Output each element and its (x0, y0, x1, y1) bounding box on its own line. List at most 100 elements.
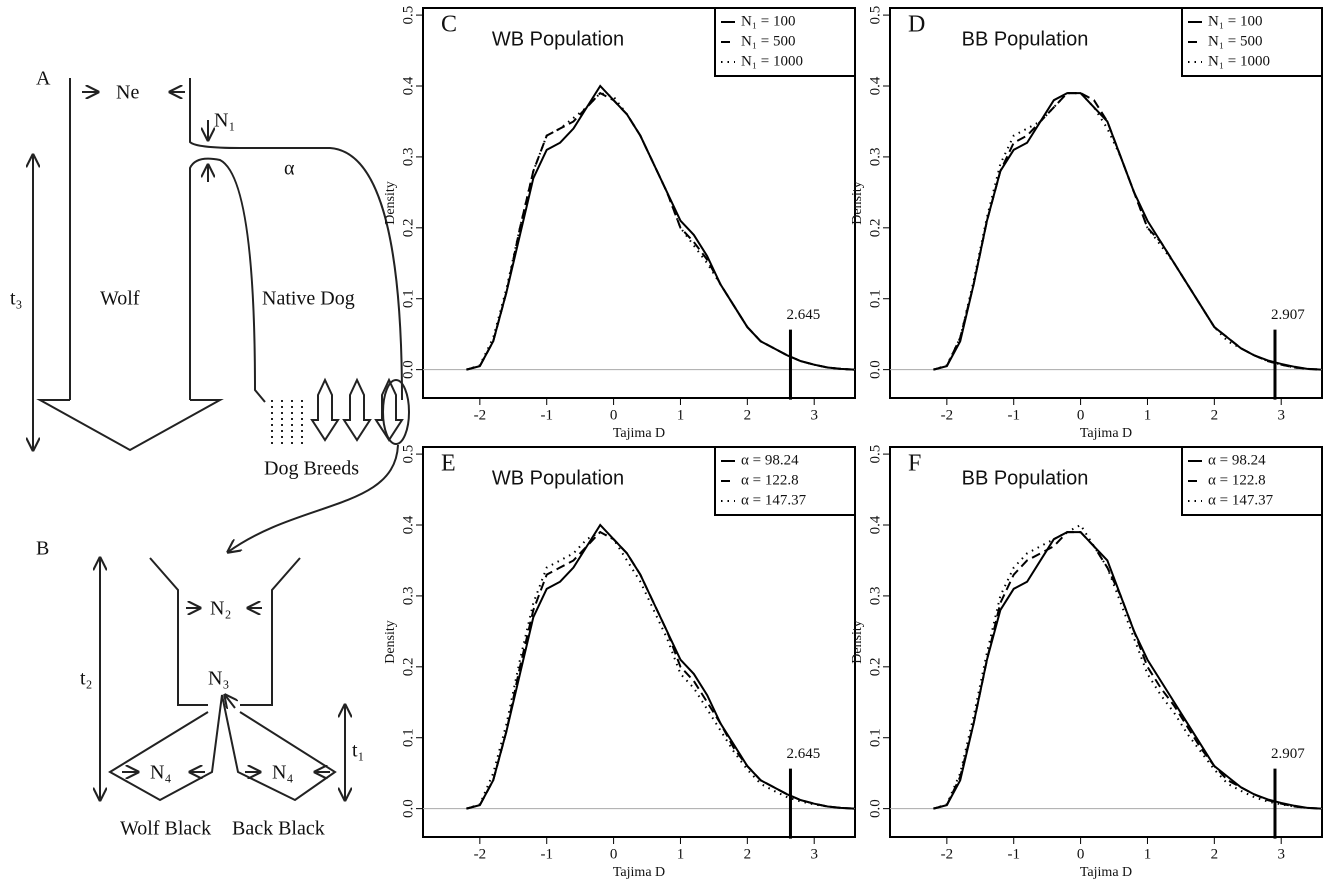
x-tick-label: 1 (677, 846, 685, 862)
threshold-label: 2.645 (786, 307, 820, 323)
label: N₁ (214, 110, 235, 132)
x-tick-label: 1 (1144, 846, 1152, 862)
x-tick-label: 0 (1077, 407, 1085, 423)
label: N₄ (272, 762, 293, 784)
density-curve (933, 92, 1322, 371)
plot-frame (422, 446, 856, 838)
x-tick-label: -1 (540, 846, 553, 862)
legend-label: α = 98.24 (741, 452, 799, 468)
x-tick-label: 3 (810, 407, 818, 423)
label: t₃ (10, 288, 23, 310)
threshold-label: 2.907 (1271, 307, 1305, 323)
x-axis-label: Tajima D (1080, 426, 1132, 441)
x-axis-label: Tajima D (613, 426, 665, 441)
threshold-label: 2.907 (1271, 746, 1305, 762)
legend-label: N₁ = 500 (1208, 33, 1263, 49)
y-tick-label: 0.3 (867, 148, 883, 167)
y-tick-label: 0.1 (400, 289, 416, 308)
x-tick-label: 3 (1277, 407, 1285, 423)
x-axis-label: Tajima D (613, 865, 665, 879)
legend-label: α = 122.8 (741, 472, 799, 488)
x-tick-label: 3 (810, 846, 818, 862)
density-curve (466, 530, 855, 810)
y-tick-label: 0.0 (400, 360, 416, 379)
x-tick-label: -1 (1007, 407, 1020, 423)
plot-frame (889, 7, 1323, 399)
threshold-label: 2.645 (786, 746, 820, 762)
density-curve (933, 531, 1322, 810)
y-tick-label: 0.4 (867, 515, 883, 534)
label: N₃ (208, 668, 229, 690)
y-tick-label: 0.4 (400, 515, 416, 534)
label: t₁ (352, 740, 365, 762)
y-tick-label: 0.5 (867, 445, 883, 464)
density-curve (466, 91, 855, 371)
panel-title: BB Population (962, 467, 1089, 489)
panel-label: E (441, 451, 456, 477)
label: Wolf (100, 288, 140, 310)
y-tick-label: 0.3 (867, 587, 883, 606)
x-tick-label: 0 (610, 407, 618, 423)
plot-frame (422, 7, 856, 399)
panel-label: B (36, 538, 49, 560)
density-curve (933, 92, 1322, 371)
legend-label: α = 98.24 (1208, 452, 1266, 468)
panel-label: D (908, 12, 925, 38)
legend-box (1181, 7, 1323, 77)
diagram-shapes (33, 78, 410, 800)
y-tick-label: 0.0 (400, 799, 416, 818)
density-curve (933, 531, 1322, 810)
legend-label: N₁ = 1000 (1208, 53, 1270, 69)
y-axis-label: Density (850, 620, 865, 664)
y-tick-label: 0.1 (867, 289, 883, 308)
label: t₂ (80, 668, 93, 690)
y-tick-label: 0.2 (867, 657, 883, 676)
label: Back Black (232, 818, 325, 840)
x-tick-label: 2 (1211, 846, 1219, 862)
y-axis-label: Density (850, 181, 865, 225)
x-axis-label: Tajima D (1080, 865, 1132, 879)
label: Ne (116, 82, 139, 104)
label: N₂ (210, 598, 231, 620)
label: Native Dog (262, 288, 355, 310)
x-tick-label: 3 (1277, 846, 1285, 862)
label: Wolf Black (120, 818, 211, 840)
x-tick-label: -1 (540, 407, 553, 423)
x-tick-label: -2 (474, 407, 487, 423)
panel-label: F (908, 451, 921, 477)
y-tick-label: 0.5 (400, 6, 416, 25)
x-tick-label: 0 (610, 846, 618, 862)
density-curve (466, 530, 855, 810)
density-curve (933, 92, 1322, 371)
legend-label: α = 147.37 (741, 492, 807, 508)
y-tick-label: 0.5 (400, 445, 416, 464)
y-axis-label: Density (383, 181, 398, 225)
panel-title: BB Population (962, 28, 1089, 50)
legend-box (1181, 446, 1323, 516)
plot-frame (889, 446, 1323, 838)
density-curve (933, 523, 1322, 810)
x-tick-label: 2 (744, 407, 752, 423)
panel-title: WB Population (492, 467, 624, 489)
density-curve (466, 84, 855, 371)
x-tick-label: -2 (474, 846, 487, 862)
y-tick-label: 0.1 (400, 728, 416, 747)
y-tick-label: 0.1 (867, 728, 883, 747)
legend-box (714, 446, 856, 516)
x-tick-label: 1 (1144, 407, 1152, 423)
legend-label: N₁ = 1000 (741, 53, 803, 69)
legend-label: α = 147.37 (1208, 492, 1274, 508)
y-tick-label: 0.0 (867, 799, 883, 818)
x-tick-label: 2 (744, 846, 752, 862)
panel-title: WB Population (492, 28, 624, 50)
label: N₄ (150, 762, 171, 784)
y-tick-label: 0.2 (867, 218, 883, 237)
x-tick-label: -2 (941, 846, 954, 862)
x-tick-label: 0 (1077, 846, 1085, 862)
legend-label: N₁ = 100 (1208, 13, 1263, 29)
density-curve (466, 91, 855, 371)
legend-label: N₁ = 500 (741, 33, 796, 49)
legend-box (714, 7, 856, 77)
x-tick-label: -2 (941, 407, 954, 423)
